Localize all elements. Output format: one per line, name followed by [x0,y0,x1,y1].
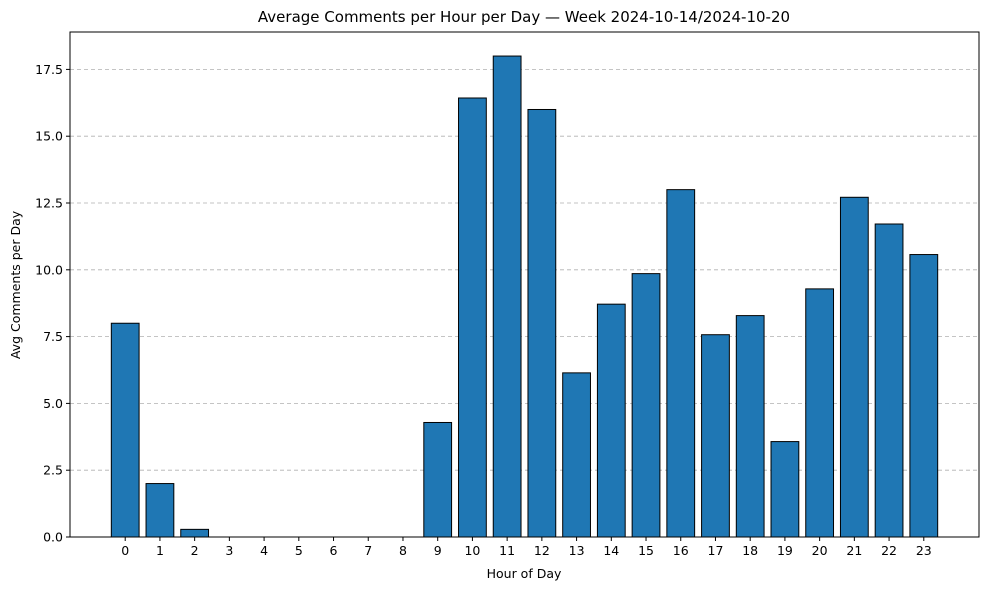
x-axis-ticks: 0 1 2 3 4 5 6 7 8 9 10 11 12 13 14 15 16 17 18 19 20 21 22 23 [121,537,932,558]
y-axis-label: Avg Comments per Day [8,210,23,359]
x-tick-label: 22 [881,543,897,558]
y-tick-label: 0.0 [43,530,63,545]
x-tick-label: 3 [225,543,233,558]
plot-frame [69,31,980,538]
x-tick-label: 19 [777,543,793,558]
y-tick-label: 2.5 [43,463,63,478]
x-tick-label: 5 [295,543,303,558]
bar-hour-13 [562,372,591,538]
bar-hour-11 [492,55,522,538]
bar-hour-22 [874,223,904,538]
x-tick-label: 4 [260,543,268,558]
x-tick-label: 7 [364,543,372,558]
bar-hour-10 [458,97,487,538]
x-tick-label: 13 [569,543,585,558]
bar-hour-9 [423,421,453,538]
x-tick-label: 1 [156,543,164,558]
x-tick-label: 11 [499,543,515,558]
x-tick-label: 18 [742,543,758,558]
y-axis-ticks: 0.0 2.5 5.0 7.5 10.0 12.5 15.0 17.5 [35,62,70,545]
x-tick-label: 12 [534,543,550,558]
bar-hour-16 [666,189,696,538]
x-tick-label: 14 [603,543,619,558]
chart-title: Average Comments per Hour per Day — Week… [258,8,790,26]
bar-hour-12 [527,108,557,538]
bar-hour-17 [701,334,730,538]
bar-hour-14 [596,303,626,538]
x-tick-label: 21 [846,543,862,558]
y-tick-label: 17.5 [35,62,63,77]
x-tick-label: 20 [812,543,828,558]
bar-hour-18 [735,315,765,538]
y-tick-label: 10.0 [35,262,63,277]
bar-hour-23 [909,254,939,538]
bar-hour-2 [180,528,210,538]
x-tick-label: 15 [638,543,654,558]
bar-hour-19 [770,441,800,538]
bar-hour-15 [631,273,661,538]
bar-hour-1 [145,483,175,538]
x-tick-label: 6 [330,543,338,558]
bar-hour-0 [110,322,140,538]
y-tick-label: 12.5 [35,196,63,211]
x-tick-label: 23 [916,543,932,558]
x-tick-label: 16 [673,543,689,558]
bar-hour-21 [839,196,869,538]
x-tick-label: 2 [191,543,199,558]
x-axis-label: Hour of Day [487,566,562,581]
y-tick-label: 15.0 [35,129,63,144]
x-tick-label: 8 [399,543,407,558]
x-tick-label: 0 [121,543,129,558]
x-tick-label: 9 [434,543,442,558]
y-tick-label: 7.5 [43,329,63,344]
bars [110,55,939,538]
x-tick-label: 17 [708,543,724,558]
x-tick-label: 10 [464,543,480,558]
bar-hour-20 [805,288,835,538]
y-tick-label: 5.0 [43,396,63,411]
